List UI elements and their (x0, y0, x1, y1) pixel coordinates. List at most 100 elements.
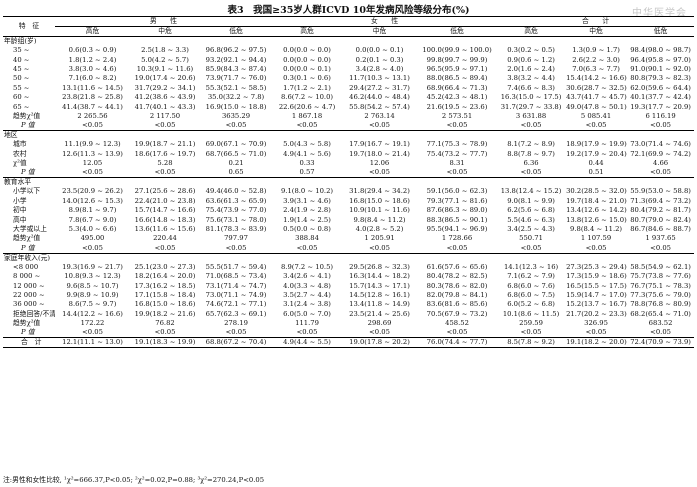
table-cell: 15.7(14.3 ~ 17.1) (349, 281, 410, 290)
table-cell: 18.6(17.6 ~ 19.7) (134, 149, 196, 158)
table-caption: 表3 我国≥35岁人群ICVD 10年发病风险等级分布(%) (227, 5, 470, 16)
p-value: <0.05 (520, 121, 542, 130)
table-cell: 1.7(1.2 ~ 2.1) (283, 83, 331, 92)
table-cell: 17.1(15.8 ~ 18.4) (134, 291, 196, 299)
table-row: 50 ~ 7.1(6.0 ~ 8.2) 19.0(17.4 ~ 20.6) 73.9(… (3, 74, 694, 83)
table-cell: 16.3(14.4 ~ 18.2) (349, 272, 410, 281)
trend-value: 8.31 (449, 159, 465, 168)
table-cell: 19.7(18.0 ~ 21.4) (349, 149, 410, 158)
table-cell: 19.9(18.2 ~ 21.6) (134, 309, 196, 318)
trend-value: 1 867.18 (291, 111, 323, 120)
table-cell: 88.0(86.5 ~ 89.4) (426, 74, 488, 83)
table-cell: 21.7(20.2 ~ 23.3) (566, 309, 627, 318)
table-cell: 16.9(15.0 ~ 18.8) (205, 102, 267, 111)
table-cell: 3.8(3.2 ~ 4.4) (507, 74, 555, 83)
table-cell: 11.7(10.3 ~ 13.1) (349, 74, 410, 83)
table-cell: 4.9(4.1 ~ 5.6) (283, 149, 331, 158)
table-cell: 15.7(14.7 ~ 16.6) (134, 206, 196, 215)
trend-value: 326.95 (584, 319, 608, 328)
table-cell: 13.4(12.6 ~ 14.2) (566, 206, 627, 215)
header-sub: 低危 (417, 26, 498, 37)
trend-value: 6.36 (523, 159, 539, 168)
trend-value: 3635.29 (221, 111, 251, 120)
table-cell: 14.1(12.3 ~ 16) (503, 262, 559, 271)
row-label: 小学 (13, 196, 27, 205)
row-label: 农村 (13, 149, 27, 158)
table-cell: 0.3(0.1 ~ 0.6) (283, 74, 331, 83)
p-value: <0.05 (82, 243, 103, 252)
p-value-row: P 值 <0.05 <0.05 <0.05 <0.05 <0.05 <0.05 <0.05 <0… (3, 328, 694, 338)
p-value: 0.65 (228, 168, 244, 177)
table-cell: 18.9(17.9 ~ 19.9) (566, 140, 627, 149)
table-cell: 13.4(11.8 ~ 14.9) (349, 300, 410, 309)
p-value: <0.05 (369, 243, 390, 252)
trend-value: 2 265.56 (77, 111, 108, 120)
table-cell: 85.9(84.3 ~ 87.4) (205, 64, 267, 73)
table-cell: 9.6(8.5 ~ 10.7) (66, 281, 119, 290)
table-cell: 87.6(86.3 ~ 89.0) (426, 206, 488, 215)
row-label: 城市 (13, 140, 27, 149)
table-cell: 1.3(0.9 ~ 1.7) (572, 46, 620, 55)
table-cell: 55.9(53.0 ~ 58.8) (630, 187, 691, 196)
table-row: 22 000 ~ 9.9(8.9 ~ 10.9) 17.1(15.8 ~ 18.4)… (3, 291, 694, 300)
table-cell: 3.1(2.4 ~ 3.8) (283, 300, 331, 309)
table-cell: 8.9(8.1 ~ 9.7) (68, 206, 117, 215)
p-value: <0.05 (650, 328, 671, 337)
table-cell: 12.6(11.3 ~ 13.9) (62, 149, 123, 158)
table-cell: 55.5(51.7 ~ 59.4) (205, 262, 267, 271)
p-value: <0.05 (520, 328, 542, 337)
trend-value: 0.33 (299, 159, 315, 168)
header-sub: 中危 (342, 26, 418, 37)
table-cell: 73.1(71.4 ~ 74.7) (205, 281, 267, 290)
header-sub: 中危 (130, 26, 200, 37)
trend-value: 5.28 (157, 159, 173, 168)
table-row: 小学 14.0(12.6 ~ 15.3) 22.4(21.0 ~ 23.8) 63.6… (3, 197, 694, 206)
p-label: P 值 (21, 168, 35, 177)
row-label: 拒绝回答/不清楚 (13, 309, 55, 318)
table-row: 大学或以上 5.3(4.0 ~ 6.6) 13.6(11.6 ~ 15.6) 81.1… (3, 225, 694, 234)
trend-value: 172.22 (80, 319, 105, 328)
trend-value: 12.06 (369, 159, 390, 168)
risk-table: 特 征 男 性 女 性 合 计 高危 中危 低危 高危 中危 低危 高危 中危 … (3, 16, 695, 349)
header-group-male: 男 性 (55, 16, 273, 27)
trend-value: 0.21 (228, 159, 244, 168)
table-cell: 95.5(94.1 ~ 96.9) (426, 225, 488, 234)
table-row: 小学以下 23.5(20.9 ~ 26.2) 27.1(25.6 ~ 28.6) 49… (3, 187, 694, 196)
p-value: <0.05 (446, 328, 468, 337)
table-cell: 35.0(32.2 ~ 7.8) (207, 93, 265, 102)
table-cell: 75.6(73.1 ~ 78.0) (205, 215, 267, 224)
p-value: <0.05 (446, 243, 468, 252)
total-value: 4.9(4.4 ~ 5.5) (272, 337, 343, 349)
trend-value: 220.44 (153, 234, 177, 243)
table-cell: 4.0(3.3 ~ 4.8) (283, 281, 331, 290)
table-cell: 10.8(9.3 ~ 12.3) (64, 272, 121, 281)
trend-row: 趋势χ²值 2 265.56 2 117.50 3635.29 1 867.18 2 76… (3, 112, 694, 121)
table-cell: 31.7(29.2 ~ 34.1) (134, 83, 196, 92)
trend-label: χ²值 (13, 159, 27, 168)
trend-value: 1 728.66 (441, 234, 473, 243)
row-label: 36 000 ~ (13, 300, 45, 309)
table-cell: 70.5(67.9 ~ 73.2) (426, 309, 488, 318)
table-cell: 15.4(14.2 ~ 16.6) (566, 74, 627, 83)
table-cell: 8.6(7.5 ~ 9.7) (68, 300, 117, 309)
trend-value: 111.79 (295, 319, 319, 328)
footnote: 注:男性和女性比较, ¹χ²=666.37,P<0.05; ²χ²=0.02,P… (3, 476, 265, 484)
p-value: <0.05 (369, 121, 390, 130)
p-value: <0.05 (154, 121, 176, 130)
table-cell: 0.5(0.0 ~ 0.8) (283, 225, 331, 234)
table-cell: 73.9(71.7 ~ 76.0) (205, 74, 267, 83)
table-cell: 68.9(66.4 ~ 71.3) (426, 83, 488, 92)
table-cell: 0.3(0.2 ~ 0.5) (507, 46, 555, 55)
table-cell: 19.9(18.7 ~ 21.1) (134, 140, 196, 149)
table-row: 农村 12.6(11.3 ~ 13.9) 18.6(17.6 ~ 19.7) 68.7… (3, 150, 694, 159)
trend-value: 2 117.50 (149, 111, 181, 120)
table-cell: 55.3(52.1 ~ 58.5) (205, 83, 267, 92)
table-cell: 23.8(21.8 ~ 25.8) (62, 93, 123, 102)
p-value: <0.05 (520, 243, 542, 252)
table-cell: 68.2(65.4 ~ 71.0) (630, 309, 691, 318)
header-sub: 低危 (200, 26, 273, 37)
table-cell: 7.1(6.0 ~ 8.2) (68, 74, 117, 83)
table-cell: 29.5(26.8 ~ 32.3) (349, 262, 410, 271)
p-value: <0.05 (154, 243, 176, 252)
row-label: 55 ~ (13, 83, 30, 92)
